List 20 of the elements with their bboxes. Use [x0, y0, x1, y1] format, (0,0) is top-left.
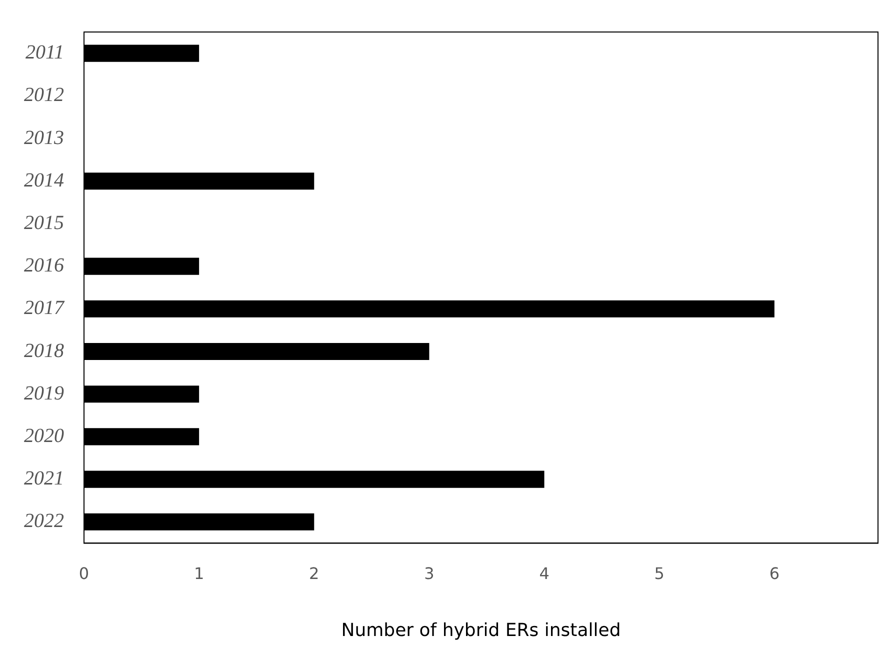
x-tick-label: 6 — [769, 564, 780, 583]
x-tick-label: 0 — [78, 564, 90, 583]
y-tick-label: 2012 — [24, 84, 64, 106]
x-tick-label: 5 — [654, 564, 664, 583]
y-tick-label: 2018 — [24, 340, 64, 362]
y-tick-label: 2011 — [25, 42, 64, 64]
y-tick-label: 2015 — [24, 212, 64, 234]
x-tick-label: 1 — [194, 564, 204, 583]
y-tick-label: 2017 — [24, 297, 65, 320]
y-tick-label: 2021 — [24, 468, 64, 490]
y-tick-label: 2016 — [24, 254, 64, 277]
y-tick-label: 2014 — [24, 169, 64, 192]
x-tick-label: 4 — [539, 564, 550, 583]
y-tick-label: 2022 — [24, 510, 64, 532]
y-tick-label: 2019 — [24, 382, 64, 404]
x-tick-label: 3 — [424, 564, 434, 583]
y-tick-label: 2013 — [24, 126, 64, 149]
x-tick-label: 2 — [309, 564, 320, 583]
x-axis-title: Number of hybrid ERs installed — [341, 620, 621, 641]
y-tick-label: 2020 — [24, 424, 64, 447]
